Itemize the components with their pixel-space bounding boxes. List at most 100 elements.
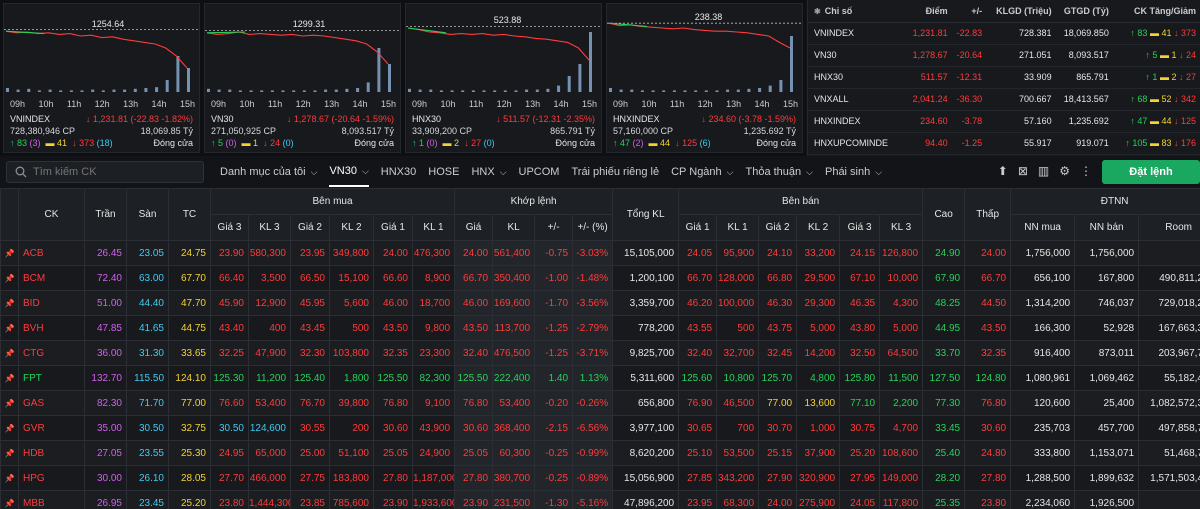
- volume-bar: [758, 88, 762, 92]
- cell-sell-vol-3: 108,600: [879, 440, 924, 466]
- stock-row[interactable]: 📌 CTG 36.00 31.30 33.65 32.25 47,900 32.30 103,8…: [0, 340, 1200, 366]
- tab-negotiated[interactable]: Thỏa thuận ⌵: [745, 166, 813, 178]
- pin-icon[interactable]: 📌: [0, 490, 19, 509]
- cell-match-pct: -1.48%: [572, 265, 614, 291]
- arrow-up-icon[interactable]: ⬆: [997, 164, 1008, 178]
- pin-icon[interactable]: 📌: [0, 415, 19, 441]
- cell-symbol[interactable]: MBB: [18, 490, 85, 509]
- cell-symbol[interactable]: BVH: [18, 315, 85, 341]
- group-match: Khớp lệnh: [454, 188, 614, 215]
- cell-symbol[interactable]: CTG: [18, 340, 85, 366]
- mini-chart-hnx30[interactable]: 523.88 09h 10h 11h 12h 13h 14h 15h HNX30 ↓ 511.57…: [405, 3, 602, 153]
- stock-row[interactable]: 📌 BCM 72.40 63.00 67.70 66.40 3,500 66.50 15,100…: [0, 265, 1200, 291]
- pin-icon[interactable]: 📌: [0, 315, 19, 341]
- cell-symbol[interactable]: HDB: [18, 440, 85, 466]
- cell-foreign-buy: 235,703: [1010, 415, 1076, 441]
- cell-match-vol: 222,400: [492, 365, 536, 391]
- mini-chart-hnxindex[interactable]: 238.38 09h 10h 11h 12h 13h 14h 15h HNXINDEX ↓ 234…: [606, 3, 803, 153]
- index-row[interactable]: VNXALL 2,041.24 -36.30 700.667 18,413.567 ↑ 6…: [808, 88, 1200, 111]
- pin-icon[interactable]: 📌: [0, 240, 19, 266]
- cell-match-change: -0.25: [534, 440, 574, 466]
- cell-sell-vol-2: 4,800: [796, 365, 841, 391]
- stock-row[interactable]: 📌 HDB 27.05 23.55 25.30 24.95 65,000 25.00 51,10…: [0, 440, 1200, 466]
- chevron-down-icon: ⌵: [361, 165, 369, 176]
- cell-match-vol: 561,400: [492, 240, 536, 266]
- cell-match-vol: 169,600: [492, 290, 536, 316]
- cell-symbol[interactable]: BID: [18, 290, 85, 316]
- col-total-volume: Tổng KL: [612, 188, 680, 241]
- stock-row[interactable]: 📌 HPG 30.00 26.10 28.05 27.70 466,000 27.75 183,…: [0, 465, 1200, 491]
- cell-symbol[interactable]: HPG: [18, 465, 85, 491]
- tab-hnx30[interactable]: HNX30: [380, 166, 417, 178]
- gear-icon[interactable]: ⚙: [1059, 164, 1070, 178]
- volume-bar: [176, 56, 180, 92]
- stock-row[interactable]: 📌 ACB 26.45 23.05 24.75 23.90 580,300 23.95 349,…: [0, 240, 1200, 266]
- index-row[interactable]: HNXUPCOMINDE 94.40 -1.25 55.917 919.071 ↑ 105…: [808, 132, 1200, 155]
- volume-bar: [366, 82, 370, 92]
- cell-match-change: -1.00: [534, 265, 574, 291]
- stock-row[interactable]: 📌 GVR 35.00 30.50 32.75 30.50 124,600 30.55 200 3…: [0, 415, 1200, 441]
- cell-symbol[interactable]: FPT: [18, 365, 85, 391]
- tab-my-watchlist[interactable]: Danh mục của tôi ⌵: [220, 166, 318, 178]
- mini-chart-vn30[interactable]: 1299.31 09h 10h 11h 12h 13h 14h 15h VN30 ↓ 1,278.…: [204, 3, 401, 153]
- pin-icon[interactable]: 📌: [0, 440, 19, 466]
- excel-export-icon[interactable]: ⊠: [1017, 164, 1028, 178]
- cell-buy-vol-3: 400: [248, 315, 291, 341]
- index-row[interactable]: VN30 1,278.67 -20.64 271.051 8,093.517 ↑ 5 ▬ …: [808, 44, 1200, 67]
- time-tick: 14h: [151, 99, 167, 109]
- cell-reference: 32.75: [168, 415, 211, 441]
- cell-floor: 41.65: [126, 315, 169, 341]
- stock-row[interactable]: 📌 MBB 26.95 23.45 25.20 23.80 1,444,300 23.85 78…: [0, 490, 1200, 509]
- time-tick: 10h: [641, 99, 657, 109]
- search-input[interactable]: [33, 166, 193, 178]
- cell-match-pct: -3.56%: [572, 290, 614, 316]
- stock-row[interactable]: 📌 GAS 82.30 71.70 77.00 76.60 53,400 76.70 39,80…: [0, 390, 1200, 416]
- stock-row[interactable]: 📌 FPT 132.70 115.50 124.10 125.30 11,200 125.40…: [0, 365, 1200, 391]
- volume-bar: [334, 89, 338, 92]
- cell-buy-vol-3: 3,500: [248, 265, 291, 291]
- columns-icon[interactable]: ▥: [1037, 164, 1050, 178]
- volume-bar: [123, 89, 127, 92]
- mini-chart-vnindex[interactable]: 1254.64 09h 10h 11h 12h 13h 14h 15h VNINDEX ↓ 1,2…: [3, 3, 200, 153]
- index-row[interactable]: HNX30 511.57 -12.31 33.909 865.791 ↑ 1 ▬ 2 ↓ …: [808, 66, 1200, 89]
- cell-symbol[interactable]: ACB: [18, 240, 85, 266]
- col-sell-vol-2: KL 2: [796, 214, 841, 241]
- pin-icon[interactable]: 📌: [0, 290, 19, 316]
- tab-upcom[interactable]: UPCOM: [518, 166, 560, 178]
- stock-row[interactable]: 📌 BVH 47.85 41.65 44.75 43.40 400 43.45 500 43.50…: [0, 315, 1200, 341]
- tab-vn30[interactable]: VN30 ⌵: [329, 157, 369, 187]
- cell-match-price: 66.70: [454, 265, 494, 291]
- stock-row[interactable]: 📌 BID 51.00 44.40 47.70 45.90 12,900 45.95 5,600…: [0, 290, 1200, 316]
- tab-industry[interactable]: CP Ngành ⌵: [671, 166, 734, 178]
- place-order-button[interactable]: Đặt lệnh: [1102, 160, 1200, 184]
- tab-derivatives[interactable]: Phái sinh ⌵: [824, 166, 883, 178]
- cell-symbol[interactable]: GAS: [18, 390, 85, 416]
- pin-icon[interactable]: 📌: [0, 390, 19, 416]
- cell-sell-vol-2: 1,000: [796, 415, 841, 441]
- more-icon[interactable]: ⋮: [1080, 164, 1092, 178]
- pin-icon[interactable]: 📌: [0, 365, 19, 391]
- search-box[interactable]: [6, 161, 204, 183]
- tab-hnx[interactable]: HNX ⌵: [471, 166, 507, 178]
- cell-symbol[interactable]: BCM: [18, 265, 85, 291]
- cell-buy-vol-1: 8,900: [411, 265, 456, 291]
- cell-reference: 124.10: [168, 365, 211, 391]
- cell-buy-vol-2: 51,100: [329, 440, 374, 466]
- pin-icon[interactable]: 📌: [0, 265, 19, 291]
- time-tick: 13h: [525, 99, 541, 109]
- cell-high: 33.70: [922, 340, 966, 366]
- tab-private-bonds[interactable]: Trái phiếu riêng lẻ: [571, 166, 660, 178]
- cell-ceiling: 36.00: [84, 340, 127, 366]
- index-name: VNXALL: [808, 88, 907, 111]
- index-row[interactable]: VNINDEX 1,231.81 -22.83 728.381 18,069.850 ↑ …: [808, 22, 1200, 45]
- pin-icon[interactable]: 📌: [0, 340, 19, 366]
- col-index-point: Điểm: [906, 0, 952, 23]
- cell-sell-vol-1: 95,900: [716, 240, 760, 266]
- breadth: ↑ 1 (0) ▬ 2 ↓ 27 (0): [412, 138, 495, 148]
- pin-icon[interactable]: 📌: [0, 465, 19, 491]
- cell-symbol[interactable]: GVR: [18, 415, 85, 441]
- pin-icon: ✱: [814, 6, 821, 16]
- col-foreign-sell: NN bán: [1074, 214, 1140, 241]
- index-row[interactable]: HNXINDEX 234.60 -3.78 57.160 1,235.692 ↑ 47 ▬…: [808, 110, 1200, 133]
- tab-hose[interactable]: HOSE: [428, 166, 460, 178]
